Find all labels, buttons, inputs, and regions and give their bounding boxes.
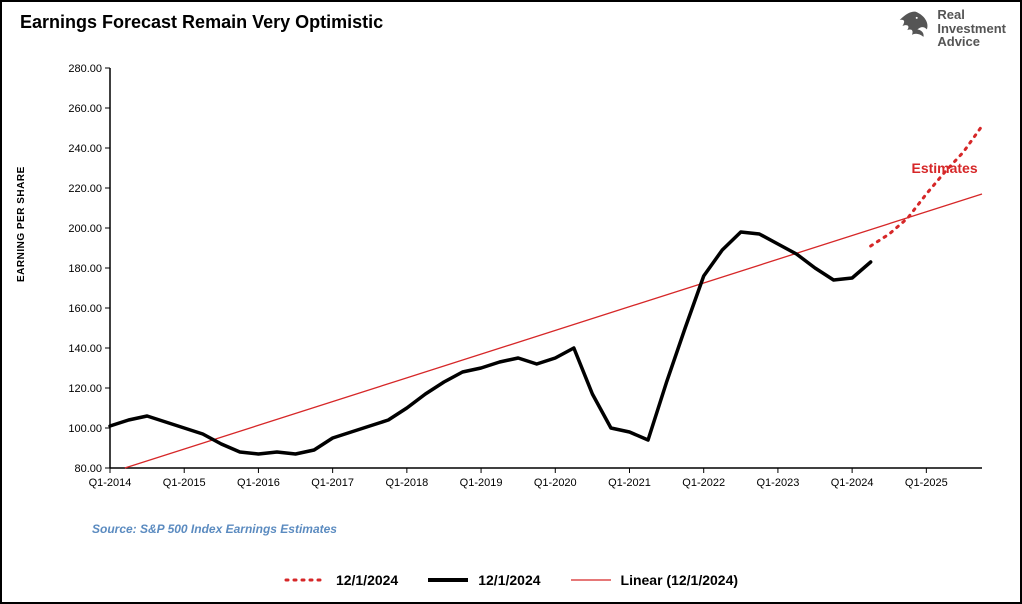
brand-line3: Advice — [937, 34, 980, 49]
legend: 12/1/2024 12/1/2024 Linear (12/1/2024) — [2, 572, 1020, 588]
svg-text:Q1-2015: Q1-2015 — [163, 477, 206, 489]
svg-text:Q1-2022: Q1-2022 — [682, 477, 725, 489]
legend-swatch-solid — [426, 573, 470, 587]
svg-text:280.00: 280.00 — [68, 63, 102, 75]
legend-label-2: Linear (12/1/2024) — [621, 572, 739, 588]
chart-title: Earnings Forecast Remain Very Optimistic — [20, 12, 383, 33]
plot-area: 80.00 100.00 120.00 140.00 160.00 180.00 200.0… — [62, 62, 992, 492]
chart-frame: Earnings Forecast Remain Very Optimistic… — [0, 0, 1022, 604]
svg-text:Q1-2016: Q1-2016 — [237, 477, 280, 489]
svg-text:Q1-2025: Q1-2025 — [905, 477, 948, 489]
eagle-icon — [897, 9, 931, 48]
svg-text:180.00: 180.00 — [68, 263, 102, 275]
svg-text:Q1-2018: Q1-2018 — [385, 477, 428, 489]
svg-text:140.00: 140.00 — [68, 343, 102, 355]
svg-text:Q1-2021: Q1-2021 — [608, 477, 651, 489]
svg-text:200.00: 200.00 — [68, 223, 102, 235]
svg-text:120.00: 120.00 — [68, 383, 102, 395]
legend-item-solid: 12/1/2024 — [426, 572, 540, 588]
svg-text:Q1-2023: Q1-2023 — [757, 477, 800, 489]
source-text: Source: S&P 500 Index Earnings Estimates — [92, 522, 337, 536]
brand-logo: Real Investment Advice — [897, 8, 1006, 49]
svg-text:Q1-2014: Q1-2014 — [89, 477, 132, 489]
legend-swatch-dotted — [284, 573, 328, 587]
svg-text:100.00: 100.00 — [68, 423, 102, 435]
brand-text: Real Investment Advice — [937, 8, 1006, 49]
svg-text:220.00: 220.00 — [68, 183, 102, 195]
y-axis-label: EARNING PER SHARE — [16, 166, 27, 282]
svg-text:240.00: 240.00 — [68, 143, 102, 155]
svg-text:160.00: 160.00 — [68, 303, 102, 315]
svg-text:Q1-2020: Q1-2020 — [534, 477, 577, 489]
legend-label-0: 12/1/2024 — [336, 572, 398, 588]
svg-text:80.00: 80.00 — [74, 463, 102, 475]
legend-swatch-trend — [569, 573, 613, 587]
svg-text:260.00: 260.00 — [68, 103, 102, 115]
plot-svg: 80.00 100.00 120.00 140.00 160.00 180.00 200.0… — [62, 62, 992, 492]
estimates-annotation: Estimates — [911, 160, 977, 176]
legend-label-1: 12/1/2024 — [478, 572, 540, 588]
svg-text:Q1-2017: Q1-2017 — [311, 477, 354, 489]
svg-text:Q1-2024: Q1-2024 — [831, 477, 874, 489]
legend-item-dotted: 12/1/2024 — [284, 572, 398, 588]
svg-text:Q1-2019: Q1-2019 — [460, 477, 503, 489]
legend-item-trend: Linear (12/1/2024) — [569, 572, 739, 588]
